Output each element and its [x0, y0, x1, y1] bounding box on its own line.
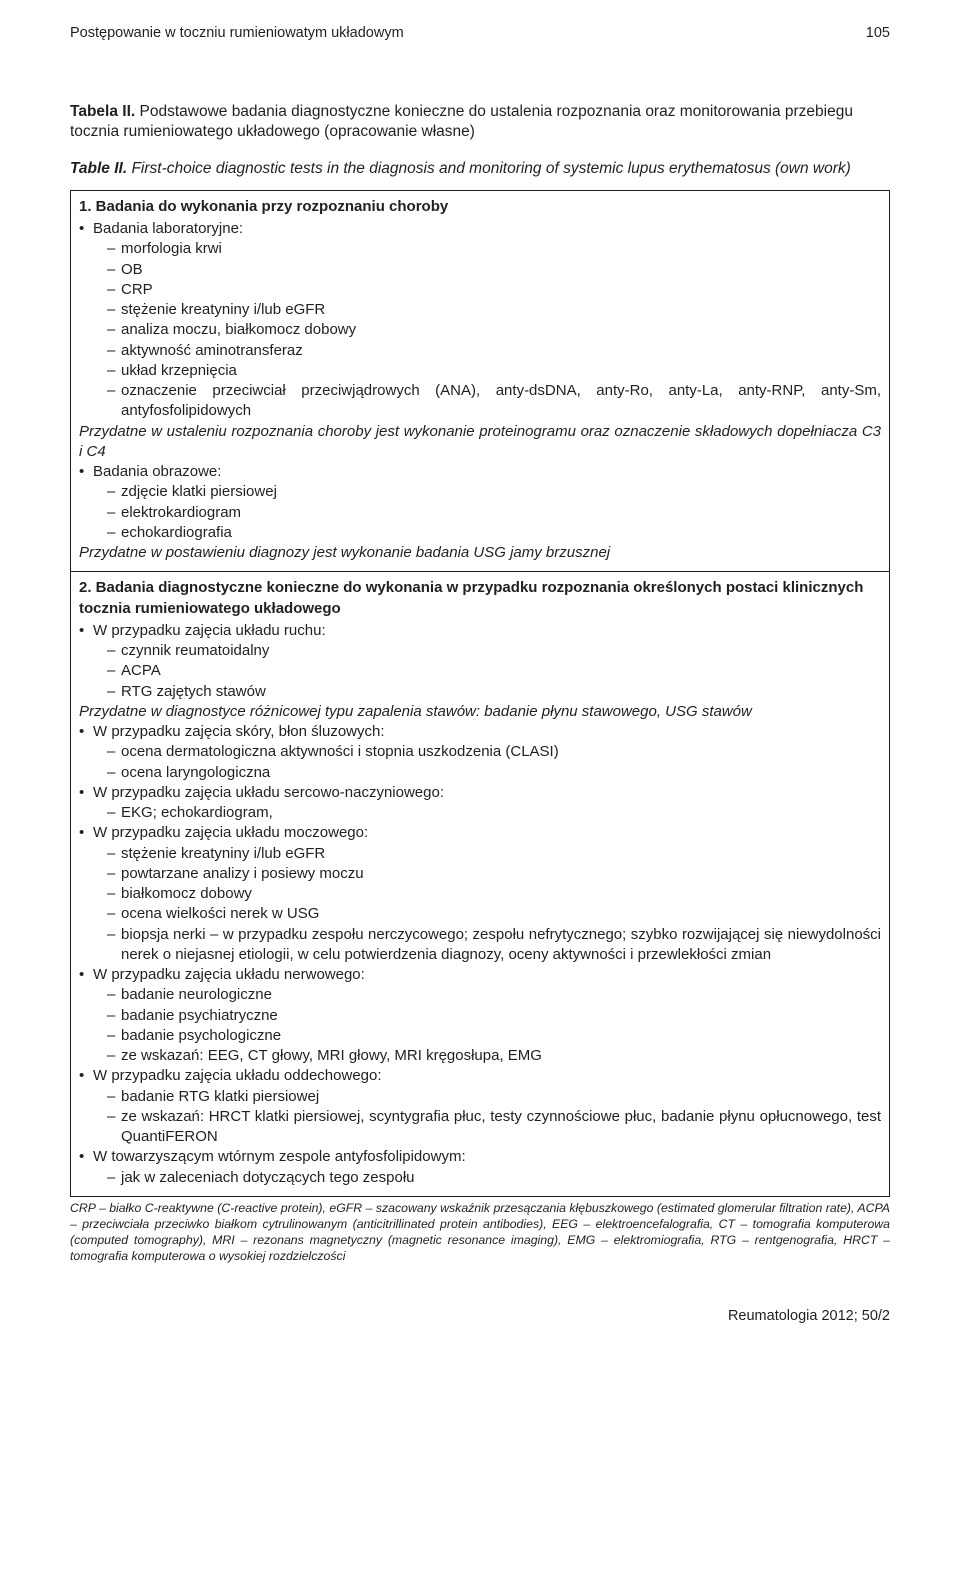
- list-item: W przypadku zajęcia skóry, błon śluzowyc…: [79, 722, 881, 783]
- list-item: W towarzyszącym wtórnym zespole antyfosf…: [79, 1147, 881, 1188]
- list-item: OB: [93, 260, 881, 280]
- table-caption-pl-text: Podstawowe badania diagnostyczne koniecz…: [70, 103, 853, 141]
- diagnostic-table: 1. Badania do wykonania przy rozpoznaniu…: [70, 190, 890, 1197]
- table-caption-en-text: First-choice diagnostic tests in the dia…: [131, 160, 850, 177]
- table-footnote: CRP – białko C-reaktywne (C-reactive pro…: [70, 1201, 890, 1265]
- table-cell-section1: 1. Badania do wykonania przy rozpoznaniu…: [71, 190, 890, 572]
- list-item: badanie RTG klatki piersiowej: [93, 1087, 881, 1107]
- list-item: zdjęcie klatki piersiowej: [93, 482, 881, 502]
- list-item: ocena laryngologiczna: [93, 763, 881, 783]
- list-item: analiza moczu, białkomocz dobowy: [93, 320, 881, 340]
- list-item: stężenie kreatyniny i/lub eGFR: [93, 300, 881, 320]
- list-item: Badania laboratoryjne: morfologia krwiOB…: [79, 219, 881, 422]
- journal-footer: Reumatologia 2012; 50/2: [70, 1307, 890, 1327]
- list-item: CRP: [93, 280, 881, 300]
- list-item: ACPA: [93, 661, 881, 681]
- list-item: ocena wielkości nerek w USG: [93, 904, 881, 924]
- group-lead: W przypadku zajęcia układu moczowego:: [93, 824, 368, 841]
- list-item: elektrokardiogram: [93, 503, 881, 523]
- group-lead: W przypadku zajęcia skóry, błon śluzowyc…: [93, 723, 385, 740]
- list-item: W przypadku zajęcia układu nerwowego: bad…: [79, 965, 881, 1066]
- list-item: RTG zajętych stawów: [93, 682, 881, 702]
- table-cell-section2: 2. Badania diagnostyczne konieczne do wy…: [71, 572, 890, 1197]
- list-item: echokardiografia: [93, 523, 881, 543]
- section2-title: 2. Badania diagnostyczne konieczne do wy…: [79, 578, 881, 619]
- list-item: W przypadku zajęcia układu moczowego: stę…: [79, 823, 881, 965]
- list-item: W przypadku zajęcia układu oddechowego: b…: [79, 1066, 881, 1147]
- group-note: Przydatne w diagnostyce różnicowej typu …: [79, 702, 881, 722]
- list-item: powtarzane analizy i posiewy moczu: [93, 864, 881, 884]
- table-caption-en: Table II. First-choice diagnostic tests …: [70, 159, 890, 180]
- list-item: oznaczenie przeciwciał przeciwjądrowych …: [93, 381, 881, 422]
- section1-title: 1. Badania do wykonania przy rozpoznaniu…: [79, 197, 881, 217]
- list-item: stężenie kreatyniny i/lub eGFR: [93, 844, 881, 864]
- group-lead: W przypadku zajęcia układu nerwowego:: [93, 966, 365, 983]
- list-item: biopsja nerki – w przypadku zespołu nerc…: [93, 925, 881, 966]
- section1-note1: Przydatne w ustaleniu rozpoznania chorob…: [79, 422, 881, 463]
- table-label-en: Table II.: [70, 160, 127, 177]
- group-lead: W towarzyszącym wtórnym zespole antyfosf…: [93, 1148, 466, 1165]
- group-lead: W przypadku zajęcia układu sercowo-naczy…: [93, 784, 444, 801]
- img-label: Badania obrazowe:: [93, 463, 221, 480]
- list-item: aktywność aminotransferaz: [93, 341, 881, 361]
- table-label-pl: Tabela II.: [70, 103, 135, 120]
- section1-note2: Przydatne w postawieniu diagnozy jest wy…: [79, 543, 881, 563]
- page-number: 105: [866, 24, 890, 44]
- running-head: Postępowanie w toczniu rumieniowatym ukł…: [70, 24, 890, 44]
- list-item: białkomocz dobowy: [93, 884, 881, 904]
- list-item: morfologia krwi: [93, 239, 881, 259]
- list-item: układ krzepnięcia: [93, 361, 881, 381]
- list-item: ze wskazań: EEG, CT głowy, MRI głowy, MR…: [93, 1046, 881, 1066]
- list-item: EKG; echokardiogram,: [93, 803, 881, 823]
- table-caption-pl: Tabela II. Podstawowe badania diagnostyc…: [70, 102, 890, 144]
- group-lead: W przypadku zajęcia układu oddechowego:: [93, 1067, 382, 1084]
- lab-label: Badania laboratoryjne:: [93, 220, 243, 237]
- list-item: ocena dermatologiczna aktywności i stopn…: [93, 742, 881, 762]
- list-item: badanie neurologiczne: [93, 985, 881, 1005]
- list-item: W przypadku zajęcia układu sercowo-naczy…: [79, 783, 881, 824]
- list-item: badanie psychiatryczne: [93, 1006, 881, 1026]
- list-item: jak w zaleceniach dotyczących tego zespo…: [93, 1168, 881, 1188]
- list-item: badanie psychologiczne: [93, 1026, 881, 1046]
- list-item: Badania obrazowe: zdjęcie klatki piersio…: [79, 462, 881, 543]
- list-item: czynnik reumatoidalny: [93, 641, 881, 661]
- running-head-title: Postępowanie w toczniu rumieniowatym ukł…: [70, 24, 404, 44]
- list-item: ze wskazań: HRCT klatki piersiowej, scyn…: [93, 1107, 881, 1148]
- group-lead: W przypadku zajęcia układu ruchu:: [93, 622, 326, 639]
- list-item: W przypadku zajęcia układu ruchu: czynnik…: [79, 621, 881, 702]
